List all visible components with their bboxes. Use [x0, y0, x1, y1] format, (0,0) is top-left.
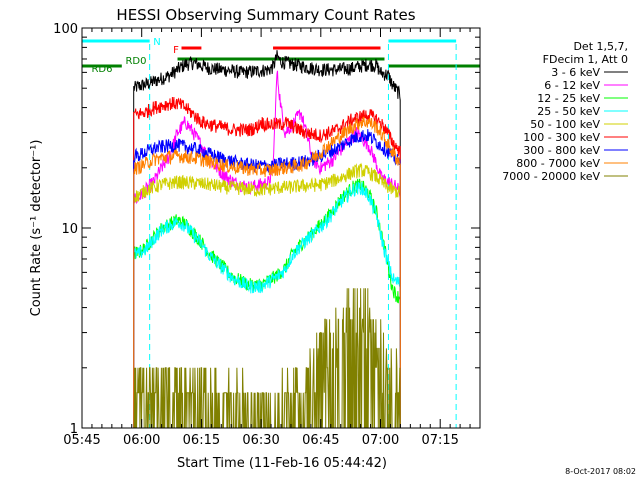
- legend-header: Det 1,5,7,: [573, 40, 628, 53]
- legend-entry-label: 300 - 800 keV: [523, 144, 600, 157]
- flag-n-label: N: [153, 37, 160, 48]
- x-tick-label: 06:30: [242, 433, 279, 448]
- series-7: [133, 116, 401, 429]
- series-line: [133, 129, 401, 429]
- y-tick-label: 100: [53, 22, 78, 37]
- y-tick-label: 10: [61, 222, 78, 237]
- legend-entry-label: 12 - 25 keV: [537, 92, 600, 105]
- series-1: [133, 70, 401, 429]
- series-line: [133, 116, 401, 429]
- x-tick-label: 05:45: [63, 433, 100, 448]
- x-tick-label: 07:00: [362, 433, 399, 448]
- series-line: [133, 70, 401, 429]
- legend-header: FDecim 1, Att 0: [543, 53, 628, 66]
- series-lines: [133, 50, 401, 429]
- x-tick-label: 07:15: [421, 433, 458, 448]
- legend-entry-label: 3 - 6 keV: [551, 66, 600, 79]
- legend-entry-label: 800 - 7000 keV: [516, 157, 600, 170]
- legend-entry-label: 100 - 300 keV: [523, 131, 600, 144]
- series-line: [133, 96, 401, 429]
- series-2: [133, 178, 401, 429]
- axes: 05:45 06:00 06:15 06:30 06:45 07:00 07:15 1 10 10…: [53, 22, 481, 448]
- y-tick-label: 1: [70, 422, 78, 437]
- y-axis-label: Count Rate (s⁻¹ detector⁻¹): [29, 140, 44, 317]
- series-8: [133, 288, 401, 429]
- flag-rd0-label: RD0: [125, 56, 146, 67]
- x-tick-label: 06:15: [183, 433, 220, 448]
- flag-rd6-label: RD6: [91, 64, 112, 75]
- x-axis-label: Start Time (11-Feb-16 05:44:42): [177, 456, 387, 471]
- series-line: [133, 288, 401, 429]
- chart-title: HESSI Observing Summary Count Rates: [116, 6, 415, 24]
- series-5: [133, 96, 401, 429]
- legend-entry-label: 50 - 100 keV: [530, 118, 600, 131]
- legend-entry-label: 7000 - 20000 keV: [502, 170, 600, 183]
- series-6: [133, 129, 401, 429]
- series-line: [133, 50, 401, 429]
- x-tick-label: 06:00: [123, 433, 160, 448]
- footer-timestamp: 8-Oct-2017 08:02: [565, 467, 636, 476]
- series-3: [133, 181, 401, 429]
- x-tick-label: 06:45: [302, 433, 339, 448]
- flag-bars: N F RD0 RD6: [81, 37, 480, 428]
- series-line: [133, 162, 401, 429]
- series-0: [133, 50, 401, 429]
- legend-entry-label: 25 - 50 keV: [537, 105, 600, 118]
- series-4: [133, 162, 401, 429]
- flag-f-label: F: [173, 45, 179, 56]
- series-line: [133, 181, 401, 429]
- series-line: [133, 178, 401, 429]
- legend-entry-label: 6 - 12 keV: [544, 79, 600, 92]
